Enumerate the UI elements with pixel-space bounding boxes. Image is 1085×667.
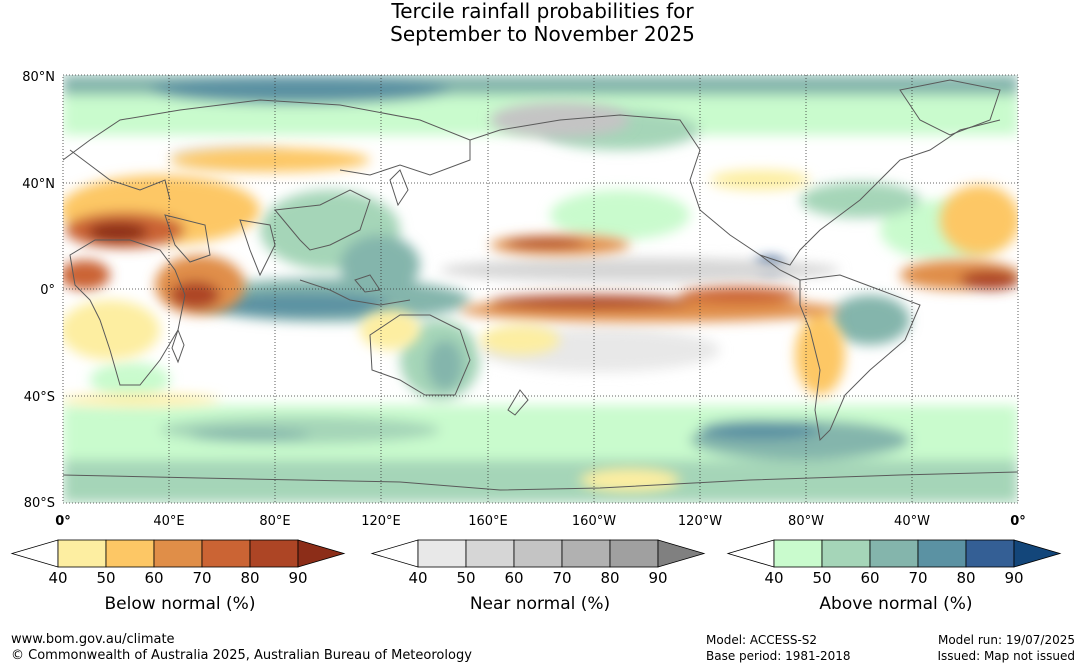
colorbar-tick-label: 70 [552, 569, 571, 587]
colorbar-segment [201, 539, 251, 568]
colorbar-tick-label: 70 [192, 569, 211, 587]
colorbar-tick-label: 60 [144, 569, 163, 587]
colorbar-segment [821, 539, 871, 568]
lon-label-80e: 80°E [259, 514, 290, 529]
colorbar-segment [417, 539, 467, 568]
colorbar-arrow-high [657, 539, 706, 568]
colorbar-segment [249, 539, 299, 568]
colorbar-tick-label: 40 [48, 569, 67, 587]
footer-copyright: © Commonwealth of Australia 2025, Austra… [11, 648, 472, 663]
footer-issued: Issued: Map not issued [937, 649, 1075, 663]
map-title: Tercile rainfall probabilities for Septe… [0, 0, 1085, 46]
lon-label-120e: 120°E [361, 514, 401, 529]
lon-label-40e: 40°E [153, 514, 184, 529]
colorbar-arrow-high [297, 539, 346, 568]
colorbar-segment [105, 539, 155, 568]
colorbar-tick-label: 90 [288, 569, 307, 587]
colorbar-above-normal: 40 50 60 70 80 90 [726, 539, 1062, 587]
colorbar-segment [153, 539, 203, 568]
title-line-1: Tercile rainfall probabilities for [391, 0, 694, 23]
colorbar-near-normal: 40 50 60 70 80 90 [370, 539, 706, 587]
lat-label-40s: 40°S [24, 390, 55, 405]
colorbar-tick-label: 50 [96, 569, 115, 587]
lon-label-120w: 120°W [678, 514, 722, 529]
world-map: 80°N 40°N 0° 40°S 80°S 0° 40°E 80°E 120°… [22, 70, 1026, 529]
probability-field [63, 75, 1018, 503]
colorbar-segment [57, 539, 107, 568]
below-normal-regions [63, 148, 1018, 492]
colorbar-arrow-high [1013, 539, 1062, 568]
lat-label-80n: 80°N [22, 70, 55, 85]
colorbar-segment [869, 539, 919, 568]
colorbar-tick-label: 60 [860, 569, 879, 587]
colorbar-label-above: Above normal (%) [819, 594, 973, 614]
colorbar-segment [917, 539, 967, 568]
colorbar-tick-label: 80 [956, 569, 975, 587]
colorbar-label-near: Near normal (%) [469, 594, 611, 614]
colorbar-segment [465, 539, 515, 568]
lon-label-160e: 160°E [468, 514, 508, 529]
graticule [63, 75, 1018, 503]
colorbar-segment [513, 539, 563, 568]
colorbar-tick-label: 50 [456, 569, 475, 587]
colorbar-below-normal: 40 50 60 70 80 90 [10, 539, 346, 587]
colorbar-tick-label: 70 [908, 569, 927, 587]
colorbar-label-below: Below normal (%) [104, 594, 256, 614]
colorbar-tick-label: 90 [1004, 569, 1023, 587]
lat-label-0: 0° [40, 283, 55, 298]
map-frame [62, 74, 1019, 504]
colorbar-arrow-low [10, 539, 59, 568]
colorbar-tick-label: 40 [408, 569, 427, 587]
colorbar-tick-label: 80 [600, 569, 619, 587]
colorbar-segment [609, 539, 659, 568]
colorbar-arrow-low [726, 539, 775, 568]
footer-base-period: Base period: 1981-2018 [706, 649, 851, 663]
colorbar-tick-label: 40 [764, 569, 783, 587]
colorbar-segment [773, 539, 823, 568]
footer-website: www.bom.gov.au/climate [11, 632, 175, 647]
lon-label-160w: 160°W [572, 514, 616, 529]
footer-model: Model: ACCESS-S2 [706, 633, 818, 647]
lon-label-40w: 40°W [894, 514, 930, 529]
lon-label-0-right: 0° [1010, 514, 1026, 529]
footer-model-run: Model run: 19/07/2025 [937, 633, 1075, 647]
lat-label-40n: 40°N [22, 177, 55, 192]
colorbar-tick-label: 80 [240, 569, 259, 587]
coastlines [63, 79, 1018, 491]
lon-label-80w: 80°W [788, 514, 824, 529]
colorbar-arrow-low [370, 539, 419, 568]
lat-label-80s: 80°S [24, 496, 55, 511]
colorbar-tick-label: 90 [648, 569, 667, 587]
colorbar-tick-label: 50 [812, 569, 831, 587]
lon-label-0-left: 0° [55, 514, 71, 529]
above-normal-regions [63, 75, 1018, 503]
title-line-2: September to November 2025 [390, 22, 695, 46]
colorbar-segment [965, 539, 1015, 568]
colorbar-segment [561, 539, 611, 568]
colorbar-tick-label: 60 [504, 569, 523, 587]
